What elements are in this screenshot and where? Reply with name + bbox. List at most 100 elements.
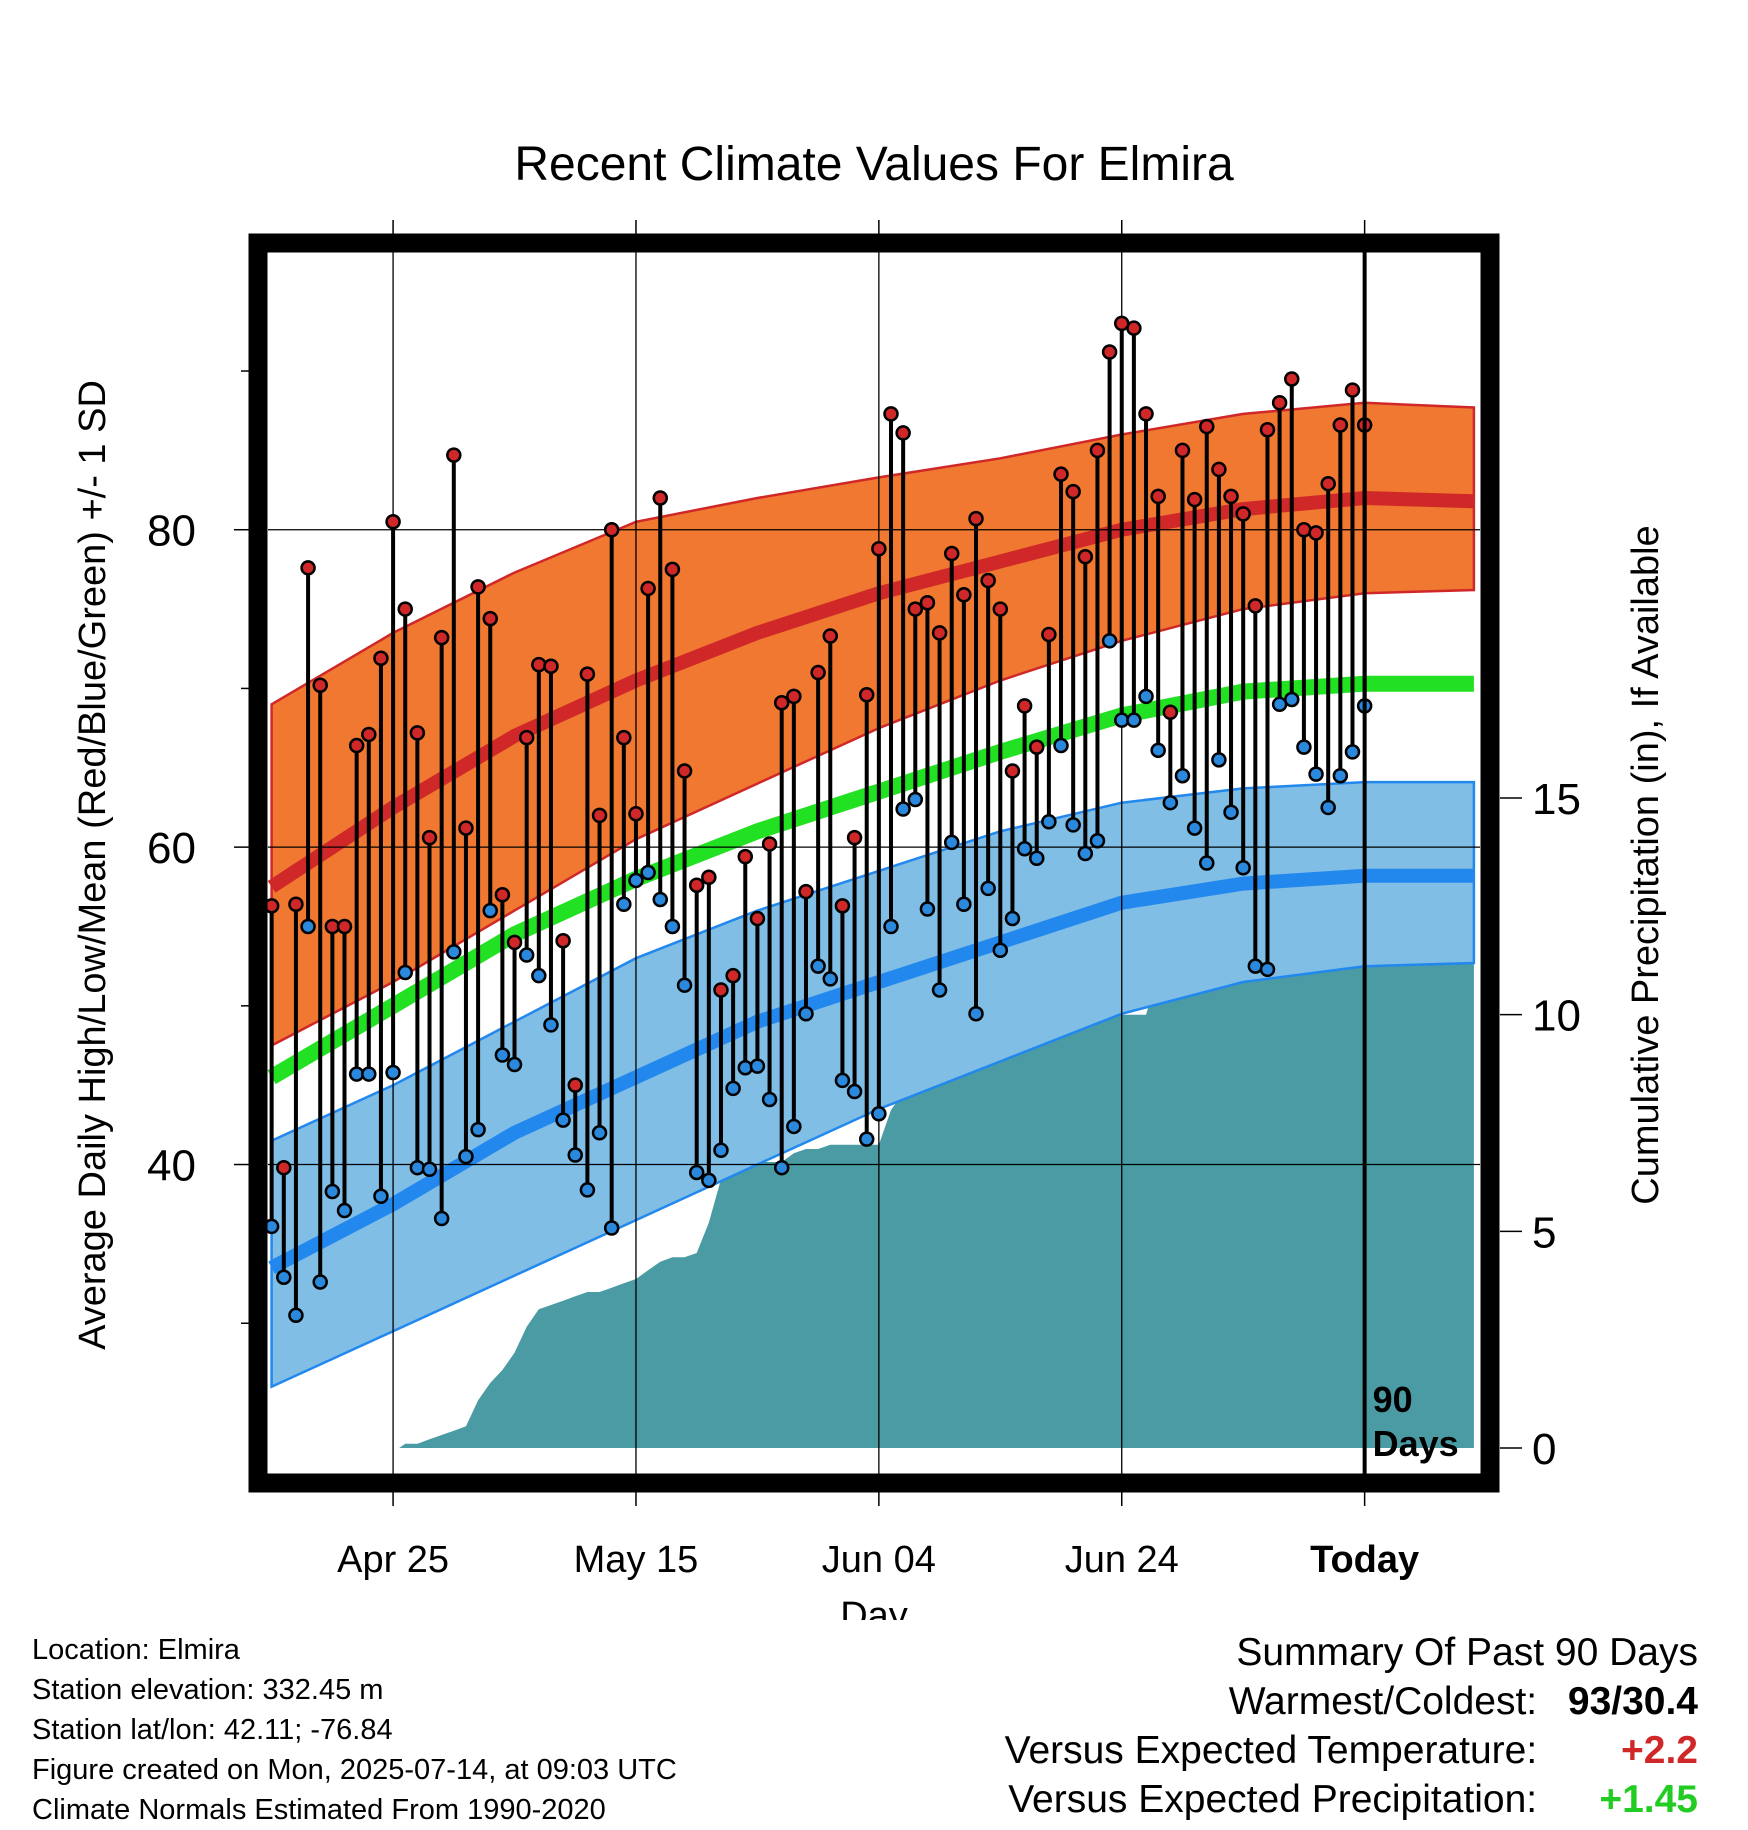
daily-low-point (943, 834, 960, 851)
y-tick-label: 40 (147, 1142, 196, 1191)
daily-high-point (300, 560, 316, 576)
daily-high-point (518, 729, 535, 746)
daily-low-point (858, 1131, 875, 1147)
summary-panel: Summary Of Past 90 Days Warmest/Coldest:… (1005, 1628, 1698, 1824)
daily-low-point (992, 942, 1009, 959)
x-tick-label: Apr 25 (337, 1539, 449, 1581)
daily-low-point (458, 1148, 474, 1165)
daily-high-point (822, 628, 839, 644)
daily-low-point (1223, 804, 1239, 820)
daily-high-point (1211, 461, 1227, 478)
daily-high-point (664, 561, 681, 578)
daily-low-point (1138, 688, 1154, 705)
daily-low-point (1320, 799, 1336, 816)
daily-high-point (1028, 739, 1045, 755)
elevation-text: Station elevation: 332.45 m (32, 1674, 384, 1706)
daily-high-point (1247, 598, 1264, 614)
daily-low-point (276, 1269, 292, 1285)
chart-title: Recent Climate Values For Elmira (514, 138, 1234, 191)
daily-high-point (543, 658, 559, 674)
daily-high-point (470, 579, 486, 595)
daily-low-point (421, 1161, 438, 1178)
daily-low-point (1065, 817, 1081, 833)
daily-high-point (616, 729, 632, 746)
temp-departure-label: Versus Expected Temperature: (1004, 1729, 1538, 1772)
daily-high-point (883, 406, 899, 422)
daily-low-point (737, 1059, 754, 1076)
latlon-text: Station lat/lon: 42.11; -76.84 (32, 1714, 393, 1746)
station-info: Location: Elmira Station elevation: 332.… (32, 1630, 677, 1830)
daily-low-point (810, 958, 826, 974)
daily-low-point (1344, 744, 1361, 760)
daily-high-point (385, 514, 401, 530)
daily-high-point (992, 601, 1009, 617)
daily-low-point (786, 1118, 802, 1135)
daily-high-point (409, 725, 426, 741)
daily-low-point (713, 1142, 729, 1158)
daily-high-point (1320, 475, 1336, 492)
daily-high-point (907, 601, 924, 617)
daily-high-point (652, 490, 669, 506)
daily-high-point (628, 806, 644, 822)
daily-high-point (1308, 525, 1324, 541)
daily-low-point (871, 1105, 887, 1122)
daily-low-point (579, 1182, 596, 1198)
daily-low-point (895, 801, 911, 817)
daily-high-point (1271, 395, 1288, 411)
today-days-label: Days (1373, 1423, 1459, 1464)
daily-high-point (834, 898, 851, 914)
precip-departure-label: Versus Expected Precipitation: (1008, 1778, 1538, 1821)
daily-low-point (1284, 691, 1300, 708)
daily-high-point (1089, 442, 1106, 459)
daily-high-point (421, 829, 438, 846)
daily-high-point (1016, 698, 1033, 714)
daily-high-point (1126, 320, 1142, 336)
temp-departure-value: +2.2 (1621, 1729, 1698, 1772)
daily-high-point (786, 688, 802, 705)
daily-low-point (397, 964, 413, 981)
daily-low-point (288, 1307, 304, 1324)
daily-low-point (652, 891, 669, 908)
daily-low-point (968, 1006, 984, 1022)
daily-high-point (603, 521, 620, 538)
daily-low-point (931, 982, 948, 998)
daily-low-point (1296, 739, 1312, 755)
y2-tick-label: 10 (1532, 992, 1581, 1041)
daily-low-point (470, 1121, 486, 1138)
daily-low-point (446, 944, 462, 960)
daily-high-point (919, 594, 936, 611)
daily-low-point (846, 1083, 863, 1100)
daily-low-point (373, 1188, 389, 1205)
daily-high-point (1332, 417, 1349, 433)
daily-low-point (1089, 833, 1106, 849)
today-days-label: 90 (1373, 1379, 1413, 1420)
daily-high-point (494, 886, 511, 903)
location-text: Location: Elmira (32, 1634, 240, 1666)
daily-low-point (567, 1147, 584, 1163)
daily-high-point (373, 650, 389, 667)
daily-low-point (749, 1058, 766, 1074)
daily-low-point (506, 1056, 523, 1073)
daily-low-point (676, 977, 693, 993)
daily-low-point (433, 1210, 450, 1227)
daily-low-point (907, 791, 924, 808)
daily-low-point (919, 901, 936, 917)
precip-departure-value: +1.45 (1599, 1778, 1698, 1821)
daily-low-point (543, 1017, 559, 1033)
high-sd-band (270, 401, 1476, 1048)
daily-high-point (761, 836, 778, 852)
y-axis-label: Average Daily High/Low/Mean (Red/Blue/Gr… (72, 380, 114, 1350)
daily-high-point (725, 967, 741, 984)
daily-low-point (616, 896, 632, 913)
daily-high-point (798, 883, 814, 900)
daily-high-point (968, 510, 984, 527)
daily-high-point (749, 910, 766, 927)
daily-low-point (688, 1164, 705, 1181)
daily-low-point (1126, 712, 1142, 728)
daily-high-point (1101, 344, 1118, 360)
daily-low-point (1077, 845, 1094, 862)
daily-high-point (701, 869, 717, 886)
daily-high-point (433, 629, 450, 646)
daily-low-point (361, 1066, 377, 1082)
daily-high-point (1284, 371, 1300, 387)
